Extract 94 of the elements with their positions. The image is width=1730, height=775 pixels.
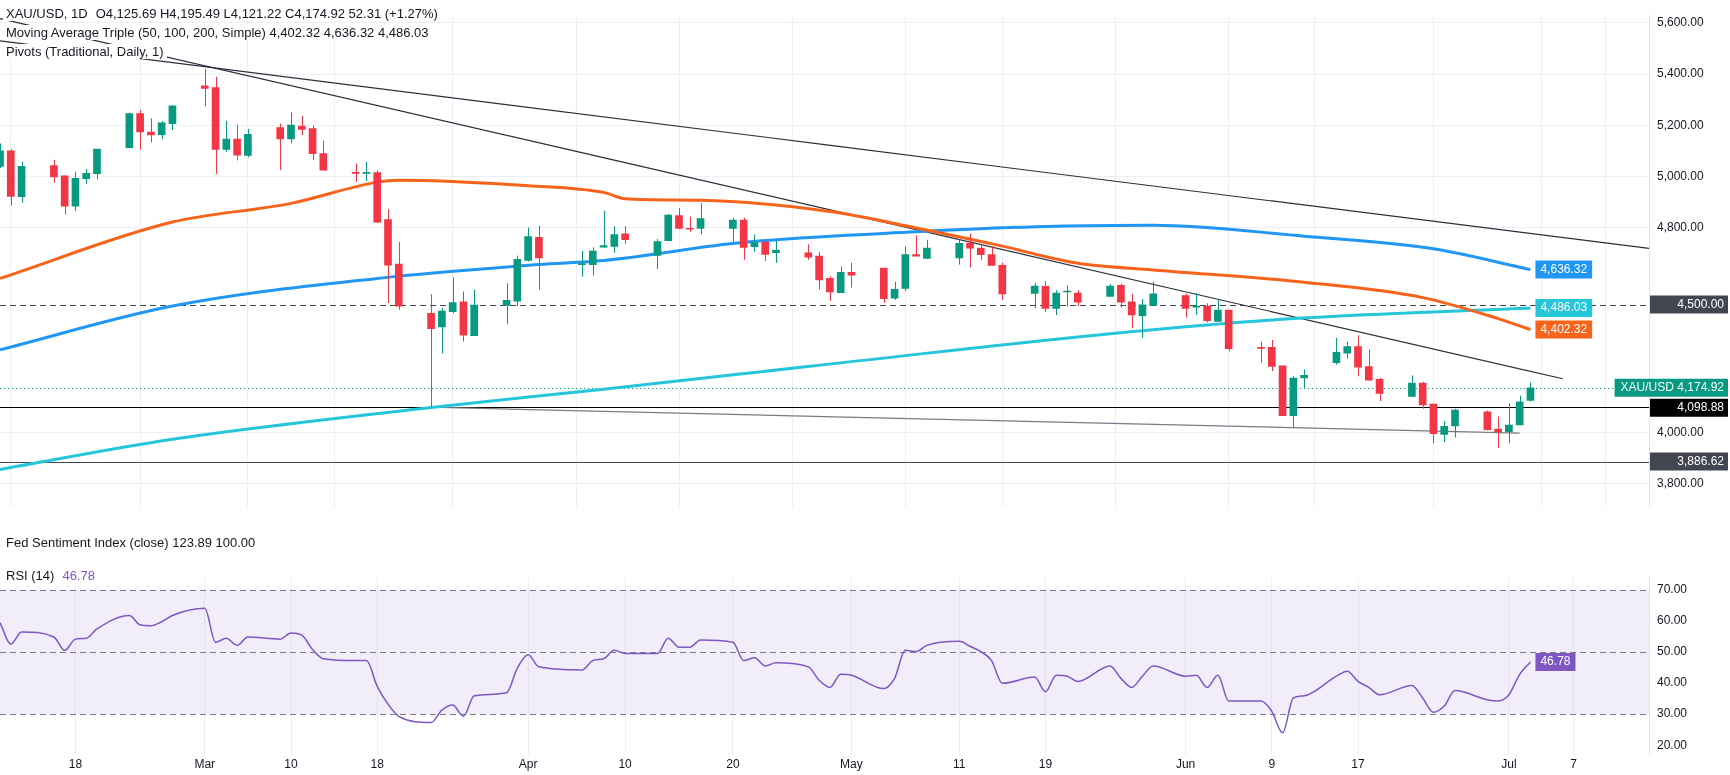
- candlestick: [729, 217, 737, 243]
- x-tick-label: 10: [284, 757, 298, 772]
- candlestick: [1203, 302, 1211, 323]
- data-label: 4,486.03: [1540, 300, 1588, 315]
- y-tick-label: 60.00: [1657, 613, 1688, 628]
- candlestick: [1451, 408, 1459, 438]
- candlestick: [1354, 334, 1362, 377]
- ref-line-label: 3,886.62: [1677, 453, 1725, 468]
- y-tick-label: 5,000.00: [1657, 168, 1705, 183]
- candlestick: [362, 161, 371, 182]
- annotation: Moving Average Triple (50, 100, 200, Simple) 4,402.32 4,636.32 4,486.03: [3, 25, 432, 40]
- y-tick-label: 5,400.00: [1657, 66, 1705, 81]
- ref-line-label: XAU/USD 4,174.92: [1620, 380, 1725, 395]
- candlestick: [685, 215, 694, 233]
- candlestick: [1030, 282, 1039, 309]
- data-label: 46.78: [1540, 654, 1571, 669]
- candlestick: [502, 282, 511, 325]
- candlestick: [955, 238, 964, 266]
- chart-subtitle: 46.78: [62, 568, 95, 583]
- x-tick-label: 7: [1570, 757, 1578, 772]
- candlestick: [588, 246, 597, 277]
- candlestick: [438, 307, 446, 354]
- x-tick-label: Apr: [518, 757, 538, 772]
- candlestick: [1257, 341, 1265, 364]
- x-tick-label: Jun: [1175, 757, 1196, 772]
- candlestick: [1149, 280, 1158, 306]
- candlestick: [1418, 381, 1427, 410]
- y-tick-label: 4,800.00: [1657, 220, 1705, 235]
- candlestick: [696, 202, 705, 235]
- y-tick-label: 40.00: [1657, 675, 1688, 690]
- candlestick: [1138, 298, 1147, 339]
- x-tick-label: 18: [68, 757, 83, 772]
- candlestick: [772, 240, 780, 264]
- candlestick: [233, 124, 241, 161]
- ref-line-label: 4,098.88: [1677, 400, 1725, 415]
- chart-subtitle: O4,125.69 H4,195.49 L4,121.22 C4,174.92 52.31 (+1.27%): [95, 6, 438, 21]
- candlestick: [1127, 293, 1136, 329]
- x-tick-label: 19: [1038, 757, 1053, 772]
- annotation: Pivots (Traditional, Daily, 1): [3, 44, 167, 59]
- x-tick-label: Mar: [194, 757, 216, 772]
- candlestick: [287, 112, 295, 144]
- candlestick: [1181, 293, 1190, 319]
- candlestick: [535, 225, 543, 291]
- y-tick-label: 30.00: [1657, 706, 1688, 721]
- y-tick-label: 3,800.00: [1657, 476, 1705, 491]
- candlestick: [826, 275, 834, 302]
- y-tick-label: 20.00: [1657, 737, 1688, 752]
- candlestick: [836, 265, 845, 294]
- candlestick: [578, 250, 586, 278]
- candlestick: [1267, 339, 1276, 372]
- x-tick-label: Jul: [1501, 757, 1517, 772]
- candlestick: [351, 163, 360, 183]
- x-tick-label: 9: [1268, 757, 1276, 772]
- candlestick: [653, 238, 662, 270]
- candlestick: [1364, 348, 1373, 382]
- candlestick: [244, 128, 252, 158]
- chart-title: RSI (14): [6, 568, 55, 583]
- candlestick: [1526, 381, 1535, 403]
- x-tick-label: 18: [370, 757, 385, 772]
- candlestick: [1214, 298, 1222, 322]
- candlestick: [222, 120, 231, 153]
- y-tick-label: 5,600.00: [1657, 15, 1705, 30]
- candlestick: [297, 115, 306, 136]
- x-tick-label: 20: [726, 757, 740, 772]
- x-tick-label: May: [840, 757, 863, 772]
- text: Fed Sentiment Index (close) 123.89 100.00: [6, 535, 256, 550]
- y-tick-label: 70.00: [1657, 581, 1688, 596]
- candlestick: [987, 245, 996, 266]
- candlestick: [276, 123, 285, 171]
- candlestick: [1515, 395, 1524, 426]
- y-tick-label: 50.00: [1657, 644, 1688, 659]
- candlestick: [599, 210, 608, 249]
- x-tick-label: 17: [1351, 757, 1365, 772]
- candlestick: [1440, 420, 1449, 443]
- candlestick: [1041, 280, 1050, 313]
- y-tick-label: 4,000.00: [1657, 424, 1705, 439]
- data-label: 4,636.32: [1540, 261, 1588, 276]
- candlestick: [610, 225, 619, 254]
- data-label: 4,402.32: [1540, 321, 1588, 336]
- candlestick: [1117, 283, 1125, 309]
- chart-title: XAU/USD, 1D: [6, 6, 88, 21]
- candlestick: [1375, 377, 1384, 402]
- y-tick-label: 5,200.00: [1657, 117, 1705, 132]
- candlestick: [761, 238, 770, 262]
- x-tick-label: 10: [618, 757, 633, 772]
- candlestick: [1052, 289, 1061, 316]
- candlestick: [427, 293, 435, 408]
- x-tick-label: 11: [952, 757, 966, 772]
- ref-line-label: 4,500.00: [1677, 296, 1725, 311]
- candlestick: [448, 276, 457, 314]
- candlestick: [1332, 337, 1341, 366]
- candlestick: [200, 68, 209, 107]
- candlestick: [1505, 402, 1513, 444]
- candlestick: [966, 233, 974, 268]
